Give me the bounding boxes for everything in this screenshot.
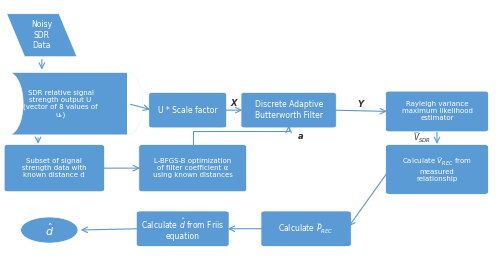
Text: Subset of signal
strength data with
known distance d: Subset of signal strength data with know… (22, 158, 86, 178)
Ellipse shape (20, 217, 78, 243)
Polygon shape (8, 72, 143, 135)
Polygon shape (6, 14, 77, 57)
Text: Noisy
SDR
Data: Noisy SDR Data (32, 20, 52, 50)
Text: Y: Y (358, 100, 364, 110)
Polygon shape (128, 72, 143, 135)
FancyBboxPatch shape (4, 145, 104, 192)
Text: Rayleigh variance
maximum likelihood
estimator: Rayleigh variance maximum likelihood est… (402, 101, 472, 122)
Text: SDR relative signal
strength output U
(vector of 8 values of
uₖ): SDR relative signal strength output U (v… (23, 90, 98, 118)
Text: Calculate $\widehat{P}_{REC}$: Calculate $\widehat{P}_{REC}$ (278, 221, 334, 236)
Text: a: a (298, 132, 304, 141)
Text: X: X (230, 99, 237, 108)
Text: $\hat{d}$: $\hat{d}$ (45, 222, 54, 238)
FancyBboxPatch shape (241, 92, 336, 128)
Text: U * Scale factor: U * Scale factor (158, 106, 218, 115)
FancyBboxPatch shape (261, 211, 351, 247)
Text: $\widehat{V}_{SDR}$: $\widehat{V}_{SDR}$ (413, 131, 431, 145)
Text: Calculate $\hat{d}$ from Friis
equation: Calculate $\hat{d}$ from Friis equation (141, 216, 224, 241)
FancyBboxPatch shape (139, 145, 246, 192)
Text: L-BFGS-B optimization
of filter coefficient α
using known distances: L-BFGS-B optimization of filter coeffici… (152, 158, 232, 178)
FancyBboxPatch shape (386, 145, 488, 194)
Text: Discrete Adaptive
Butterworth Filter: Discrete Adaptive Butterworth Filter (254, 100, 323, 120)
Text: Calculate $\widehat{V}_{REC}$ from
measured
relationship: Calculate $\widehat{V}_{REC}$ from measu… (402, 156, 472, 182)
FancyBboxPatch shape (136, 211, 229, 247)
FancyBboxPatch shape (149, 92, 226, 128)
FancyBboxPatch shape (386, 91, 488, 132)
